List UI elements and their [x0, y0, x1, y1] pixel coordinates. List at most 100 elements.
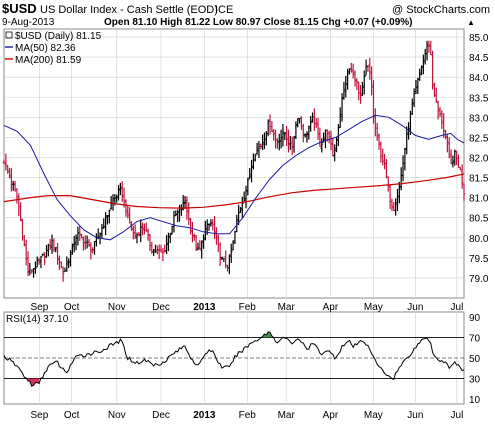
- legend-swatch-bar: [5, 31, 13, 39]
- price-bar: [126, 205, 130, 219]
- price-bar: [255, 142, 259, 155]
- rsi-x-tick-label: Sep: [30, 410, 48, 421]
- price-bar: [344, 75, 348, 98]
- price-bar: [192, 233, 196, 241]
- price-bar: [46, 243, 50, 257]
- price-bar: [390, 198, 394, 211]
- price-bar: [69, 250, 72, 267]
- price-bar: [458, 166, 462, 171]
- price-bar: [276, 138, 279, 149]
- price-bar: [307, 125, 311, 140]
- price-bar: [89, 242, 93, 260]
- price-bar: [320, 138, 324, 153]
- price-x-tick-label: Jun: [407, 302, 423, 313]
- price-bar: [35, 256, 39, 268]
- price-bar: [418, 68, 422, 81]
- price-bar: [6, 165, 10, 174]
- price-bar: [342, 81, 346, 100]
- price-bar: [427, 40, 431, 53]
- price-bar: [359, 85, 362, 104]
- price-tick-label: 83.0: [469, 113, 489, 124]
- price-bar: [233, 230, 237, 244]
- price-bar: [183, 196, 187, 209]
- price-bar: [248, 168, 252, 180]
- legend-label: MA(50) 82.36: [15, 43, 76, 54]
- price-bar: [139, 219, 143, 243]
- instrument-name: US Dollar Index - Cash Settle (EOD): [40, 4, 218, 16]
- price-panel: 79.0 79.5 80.0 80.5 81.0 81.5 82.0 82.5 83.0 83.5…: [2, 28, 489, 299]
- price-bar: [194, 234, 198, 251]
- price-bar: [2, 159, 6, 165]
- price-bar: [368, 57, 372, 80]
- price-bar: [72, 235, 76, 253]
- price-bar: [187, 202, 191, 226]
- price-bar: [453, 149, 457, 166]
- price-bar: [104, 212, 108, 236]
- price-bar: [445, 134, 449, 153]
- price-bar: [250, 159, 253, 183]
- price-bar: [80, 233, 83, 239]
- price-tick-label: 82.0: [469, 153, 489, 164]
- price-x-tick-label: Feb: [239, 302, 257, 313]
- price-bar: [137, 232, 141, 237]
- price-bar: [174, 210, 178, 217]
- price-tick-label: 85.0: [469, 33, 489, 44]
- price-bar: [76, 226, 80, 246]
- price-plot-frame: [3, 28, 465, 299]
- price-tick-label: 84.0: [469, 73, 489, 84]
- price-bar: [349, 62, 353, 73]
- price-bar: [440, 110, 444, 129]
- price-bar: [202, 234, 205, 249]
- price-bar: [309, 116, 313, 132]
- price-bar: [167, 232, 170, 252]
- price-bar: [436, 100, 440, 120]
- price-bar: [259, 143, 263, 150]
- price-bar: [244, 185, 248, 209]
- price-bar: [131, 225, 135, 240]
- price-bar: [340, 93, 344, 122]
- price-bar: [235, 214, 239, 233]
- price-bar: [449, 149, 453, 164]
- price-bar: [30, 269, 34, 274]
- price-bar: [292, 136, 296, 153]
- price-bar: [107, 209, 111, 224]
- rsi-x-tick-label: May: [364, 410, 383, 421]
- price-bar: [128, 207, 132, 224]
- price-bar: [229, 243, 233, 263]
- price-x-tick-label: Sep: [30, 302, 48, 313]
- rsi-oversold-fill: [28, 378, 40, 387]
- price-bar: [351, 63, 355, 79]
- price-bar: [381, 148, 385, 166]
- price-bar: [383, 153, 386, 170]
- price-bar: [240, 196, 244, 218]
- rsi-x-tick-label: Jun: [407, 410, 423, 421]
- price-bar: [117, 184, 120, 201]
- price-bar: [22, 235, 26, 247]
- price-bar: [353, 70, 357, 87]
- price-bar: [191, 221, 194, 243]
- price-bar: [133, 224, 137, 239]
- price-bar: [222, 258, 226, 263]
- price-bar: [209, 219, 213, 227]
- symbol-label: $USD: [2, 1, 37, 16]
- price-bar: [58, 255, 61, 270]
- rsi-tick-label: 90: [469, 313, 481, 324]
- price-bar: [405, 126, 409, 155]
- price-bar: [386, 176, 390, 192]
- price-bar: [416, 77, 420, 95]
- price-bar: [329, 130, 333, 151]
- rsi-panel: 10 30 50 70 90 RSI(14) 37.10: [3, 311, 481, 406]
- price-bar: [24, 239, 28, 266]
- price-x-tick-label: Oct: [64, 302, 80, 313]
- price-x-tick-label: Mar: [278, 302, 296, 313]
- price-bar: [318, 127, 322, 148]
- legend-label: MA(200) 81.59: [15, 55, 82, 66]
- price-bar: [227, 254, 231, 275]
- price-bar: [272, 128, 276, 141]
- price-x-tick-label: Jul: [451, 302, 464, 313]
- price-bar: [154, 244, 157, 253]
- price-bar: [65, 256, 69, 272]
- price-bar: [52, 238, 56, 252]
- price-x-tick-label: Apr: [323, 302, 339, 313]
